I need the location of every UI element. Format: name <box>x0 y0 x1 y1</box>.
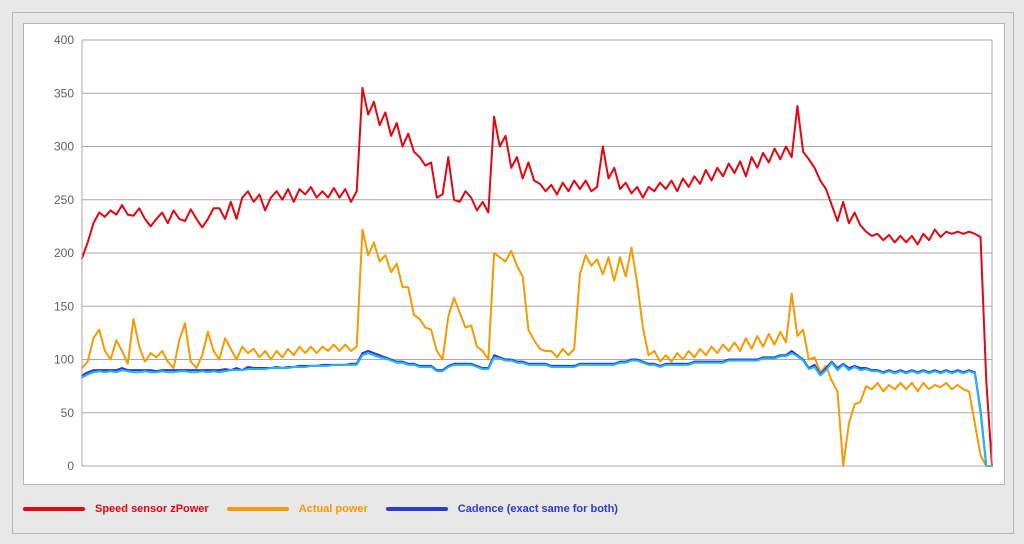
svg-text:350: 350 <box>54 86 74 100</box>
svg-text:250: 250 <box>54 193 74 207</box>
svg-text:400: 400 <box>54 33 74 47</box>
chart-frame: 0 50 100 150 200 250 300 350 400 Speed sensor zP… <box>12 12 1014 534</box>
svg-text:100: 100 <box>54 353 74 367</box>
legend-item-zpower: Speed sensor zPower <box>23 503 209 515</box>
legend-label: Cadence (exact same for both) <box>458 503 618 515</box>
legend-swatch-cadence <box>386 507 448 511</box>
svg-text:150: 150 <box>54 299 74 313</box>
legend-swatch-actual <box>227 507 289 511</box>
legend-swatch-zpower <box>23 507 85 511</box>
plot-area: 0 50 100 150 200 250 300 350 400 <box>23 23 1005 485</box>
svg-text:50: 50 <box>61 406 75 420</box>
legend: Speed sensor zPower Actual power Cadence… <box>23 493 1003 525</box>
svg-text:0: 0 <box>67 459 74 473</box>
legend-item-cadence: Cadence (exact same for both) <box>386 503 618 515</box>
legend-label: Actual power <box>299 503 368 515</box>
svg-text:200: 200 <box>54 246 74 260</box>
legend-label: Speed sensor zPower <box>95 503 209 515</box>
legend-item-actual: Actual power <box>227 503 368 515</box>
svg-text:300: 300 <box>54 140 74 154</box>
line-chart-svg: 0 50 100 150 200 250 300 350 400 <box>24 24 1004 484</box>
